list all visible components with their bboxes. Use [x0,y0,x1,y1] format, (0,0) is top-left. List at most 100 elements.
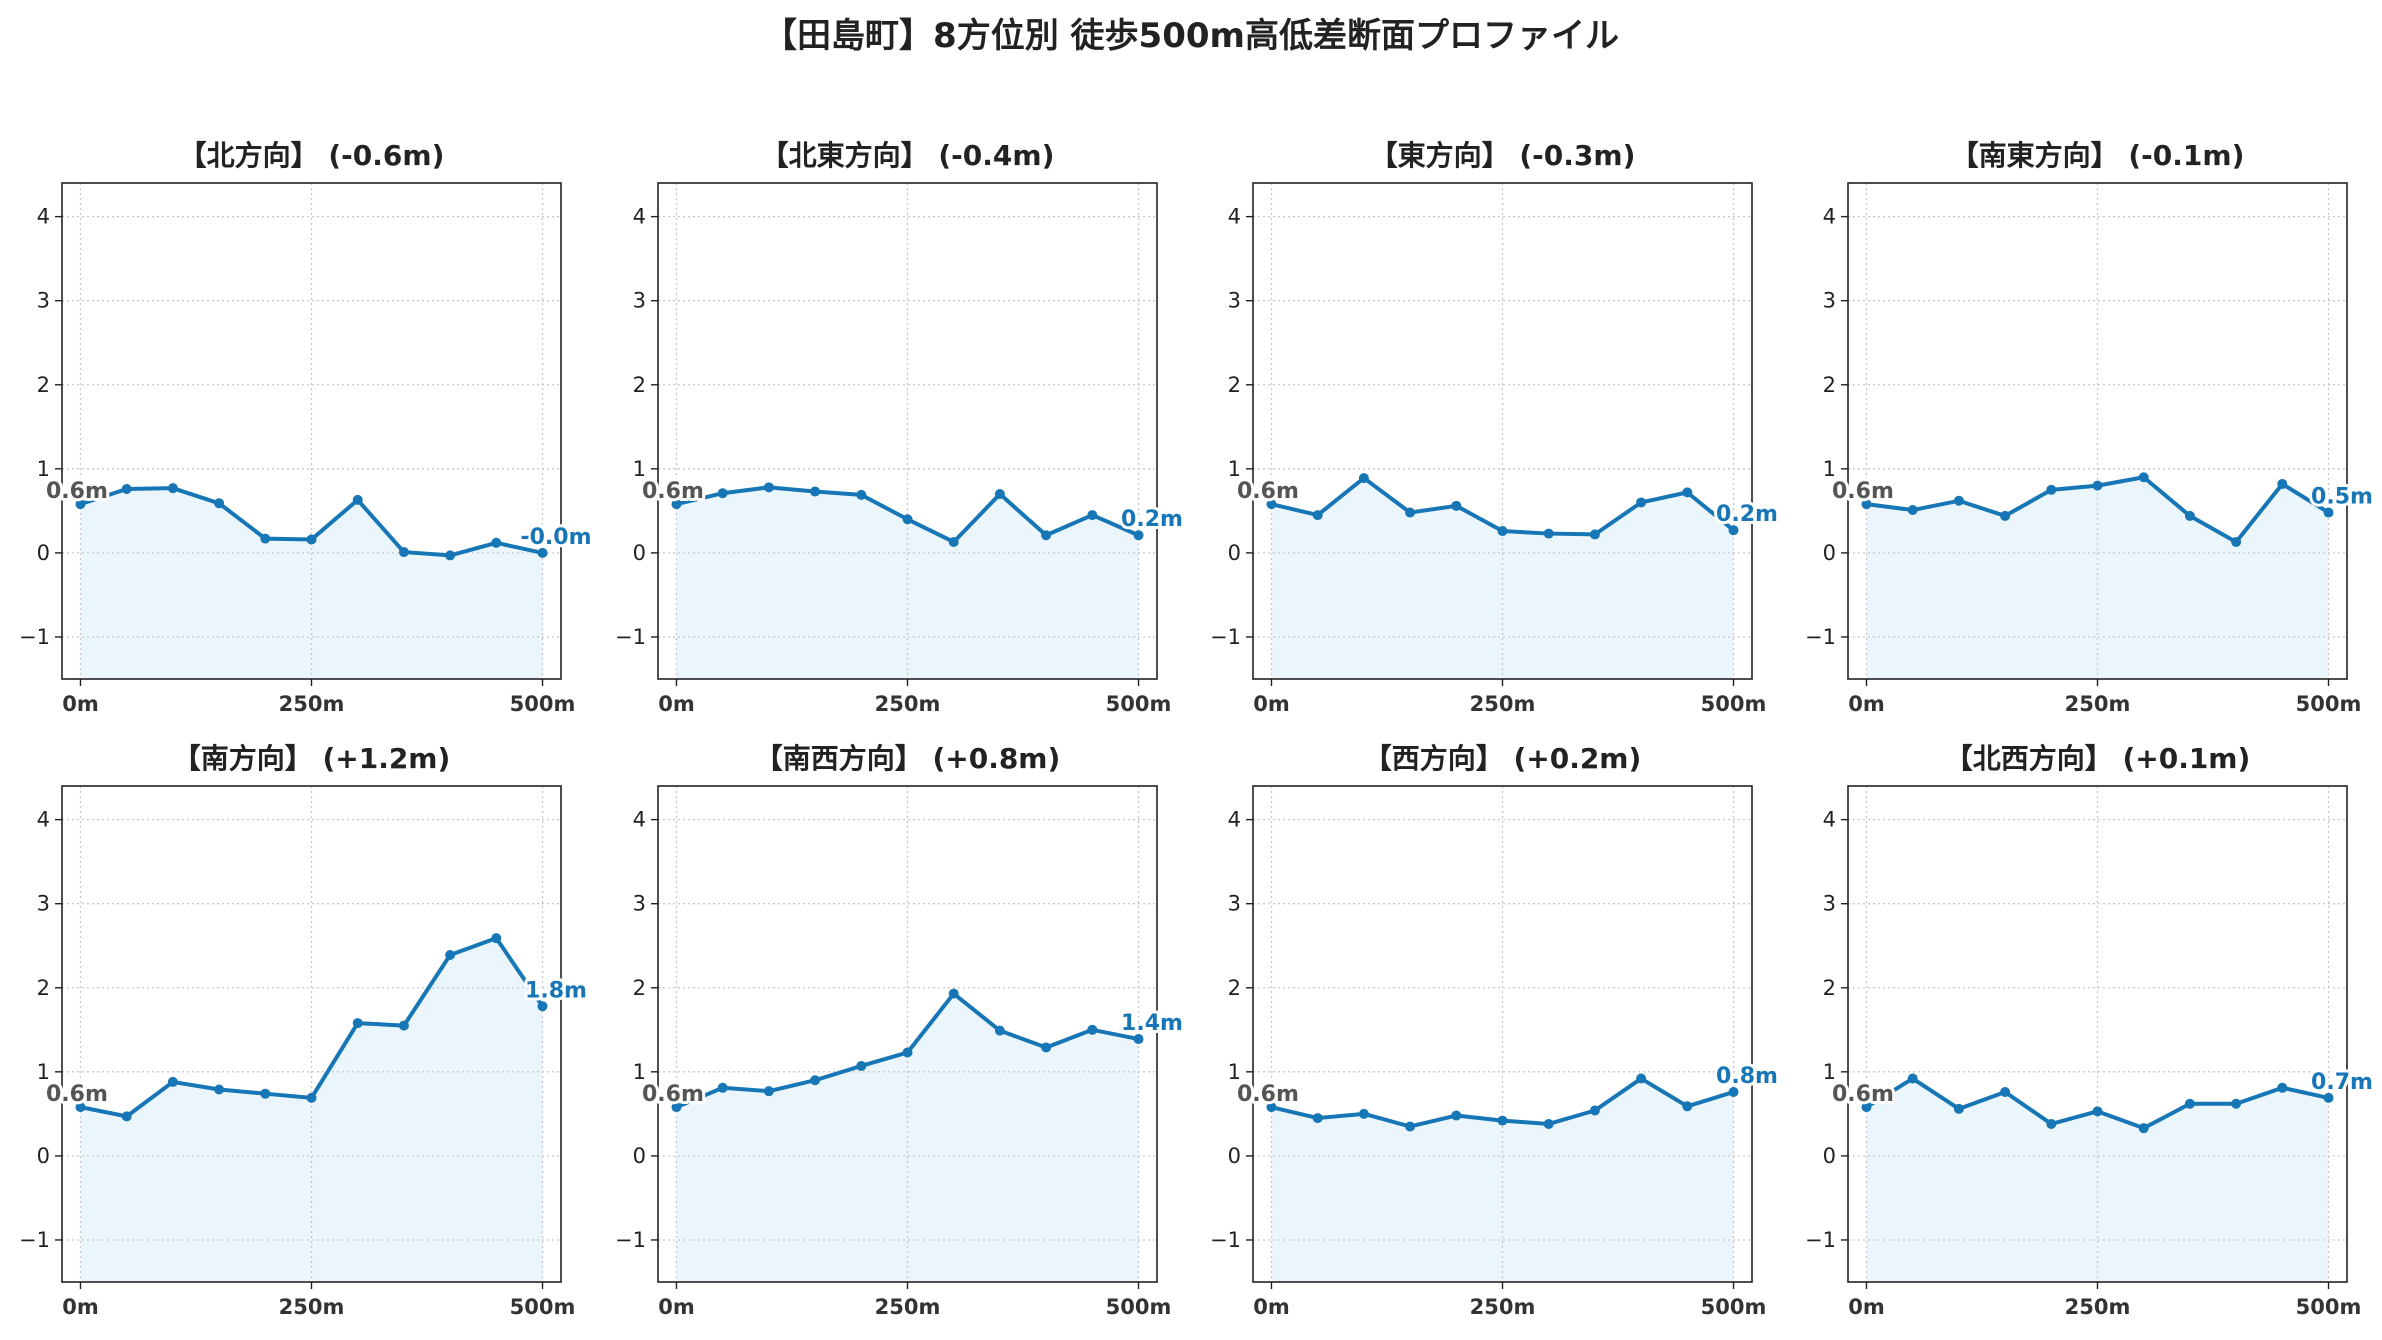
end-label: 0.7m [2311,1070,2373,1095]
subplot-2: −1 0 1 2 3 4 0m 250m 500m 【北東方向】 (-0.4m) 0.6m 0.2m [615,139,1186,716]
x-tick-label: 0m [1253,1295,1290,1319]
y-tick-label: 3 [1228,289,1241,313]
y-tick-label: 0 [37,541,50,565]
data-point [1589,529,1600,540]
data-point [214,1084,225,1095]
data-point [763,482,774,493]
data-point [2231,1098,2242,1109]
start-label: 0.6m [642,1082,704,1107]
data-point [2277,1082,2288,1093]
data-point [994,1025,1005,1036]
data-point [167,483,178,494]
y-tick-label: 1 [37,457,50,481]
y-tick-label: −1 [1805,1228,1836,1252]
y-tick-label: 2 [633,976,646,1000]
data-point [2277,478,2288,489]
data-point [810,1075,821,1086]
data-point [2092,1106,2103,1117]
data-point [1728,525,1739,536]
y-tick-label: 4 [633,808,646,832]
subplot-3: −1 0 1 2 3 4 0m 250m 500m 【東方向】 (-0.3m) 0.6m 0.2m [1210,139,1781,716]
y-tick-label: −1 [615,1228,646,1252]
y-tick-label: 0 [1228,541,1241,565]
y-tick-label: 4 [1823,808,1836,832]
x-tick-label: 0m [1848,1295,1885,1319]
profile-area [1271,1078,1734,1282]
data-point [1497,526,1508,537]
data-point [491,537,502,548]
x-tick-label: 0m [658,692,695,716]
x-tick-label: 250m [2065,1295,2131,1319]
y-tick-label: 1 [1228,457,1241,481]
subplot-title: 【南西方向】 (+0.8m) [755,742,1061,775]
subplot-title: 【西方向】 (+0.2m) [1364,742,1642,775]
data-point [2046,1118,2057,1129]
y-tick-label: 3 [1228,892,1241,916]
subplot-title: 【北西方向】 (+0.1m) [1945,742,2251,775]
subplot-1: −1 0 1 2 3 4 0m 250m 500m 【北方向】 (-0.6m) 0.6m -0.0m [19,139,594,716]
data-point [167,1076,178,1087]
data-point [445,949,456,960]
data-point [2323,507,2334,518]
data-point [994,489,1005,500]
x-tick-label: 0m [62,1295,99,1319]
data-point [1041,530,1052,541]
x-tick-label: 0m [658,1295,695,1319]
profile-area [1866,1078,2329,1282]
y-tick-label: 0 [1823,1144,1836,1168]
end-label: 0.8m [1716,1064,1778,1089]
start-label: 0.6m [1832,1082,1894,1107]
subplot-title: 【南方向】 (+1.2m) [173,742,451,775]
x-tick-label: 0m [1848,692,1885,716]
y-tick-label: 1 [37,1060,50,1084]
data-point [537,1001,548,1012]
data-point [214,498,225,509]
data-point [856,489,867,500]
data-point [398,1020,409,1031]
data-point [1312,1113,1323,1124]
end-label: 0.2m [1716,502,1778,527]
start-label: 0.6m [1237,1082,1299,1107]
data-point [121,484,132,495]
y-tick-label: 0 [633,1144,646,1168]
y-tick-label: 2 [1823,373,1836,397]
data-point [260,533,271,544]
data-point [1451,500,1462,511]
subplot-title: 【北方向】 (-0.6m) [179,139,445,172]
data-point [1636,497,1647,508]
profile-area [80,938,543,1282]
data-point [1041,1042,1052,1053]
data-point [2000,510,2011,521]
data-point [671,499,682,510]
figure-title: 【田島町】8方位別 徒歩500m高低差断面プロファイル [763,16,1619,56]
start-label: 0.6m [642,479,704,504]
y-tick-label: 4 [1823,205,1836,229]
data-point [75,499,86,510]
y-tick-label: −1 [19,625,50,649]
data-point [1543,528,1554,539]
x-tick-label: 250m [1470,1295,1536,1319]
end-label: 0.5m [2311,485,2373,510]
data-point [1636,1073,1647,1084]
y-tick-label: 0 [1228,1144,1241,1168]
y-tick-label: 1 [633,457,646,481]
start-label: 0.6m [1832,479,1894,504]
x-tick-label: 0m [1253,692,1290,716]
x-tick-label: 500m [1701,692,1767,716]
x-tick-label: 0m [62,692,99,716]
data-point [1589,1105,1600,1116]
y-tick-label: 2 [1823,976,1836,1000]
data-point [352,494,363,505]
data-point [491,933,502,944]
data-point [2231,536,2242,547]
data-point [1682,487,1693,498]
data-point [1953,1103,1964,1114]
y-tick-label: −1 [1805,625,1836,649]
y-tick-label: 0 [633,541,646,565]
y-tick-label: 3 [633,289,646,313]
subplot-8: −1 0 1 2 3 4 0m 250m 500m 【北西方向】 (+0.1m) 0.6m 0.7m [1805,742,2376,1319]
data-point [2184,510,2195,521]
y-tick-label: −1 [19,1228,50,1252]
data-point [445,550,456,561]
